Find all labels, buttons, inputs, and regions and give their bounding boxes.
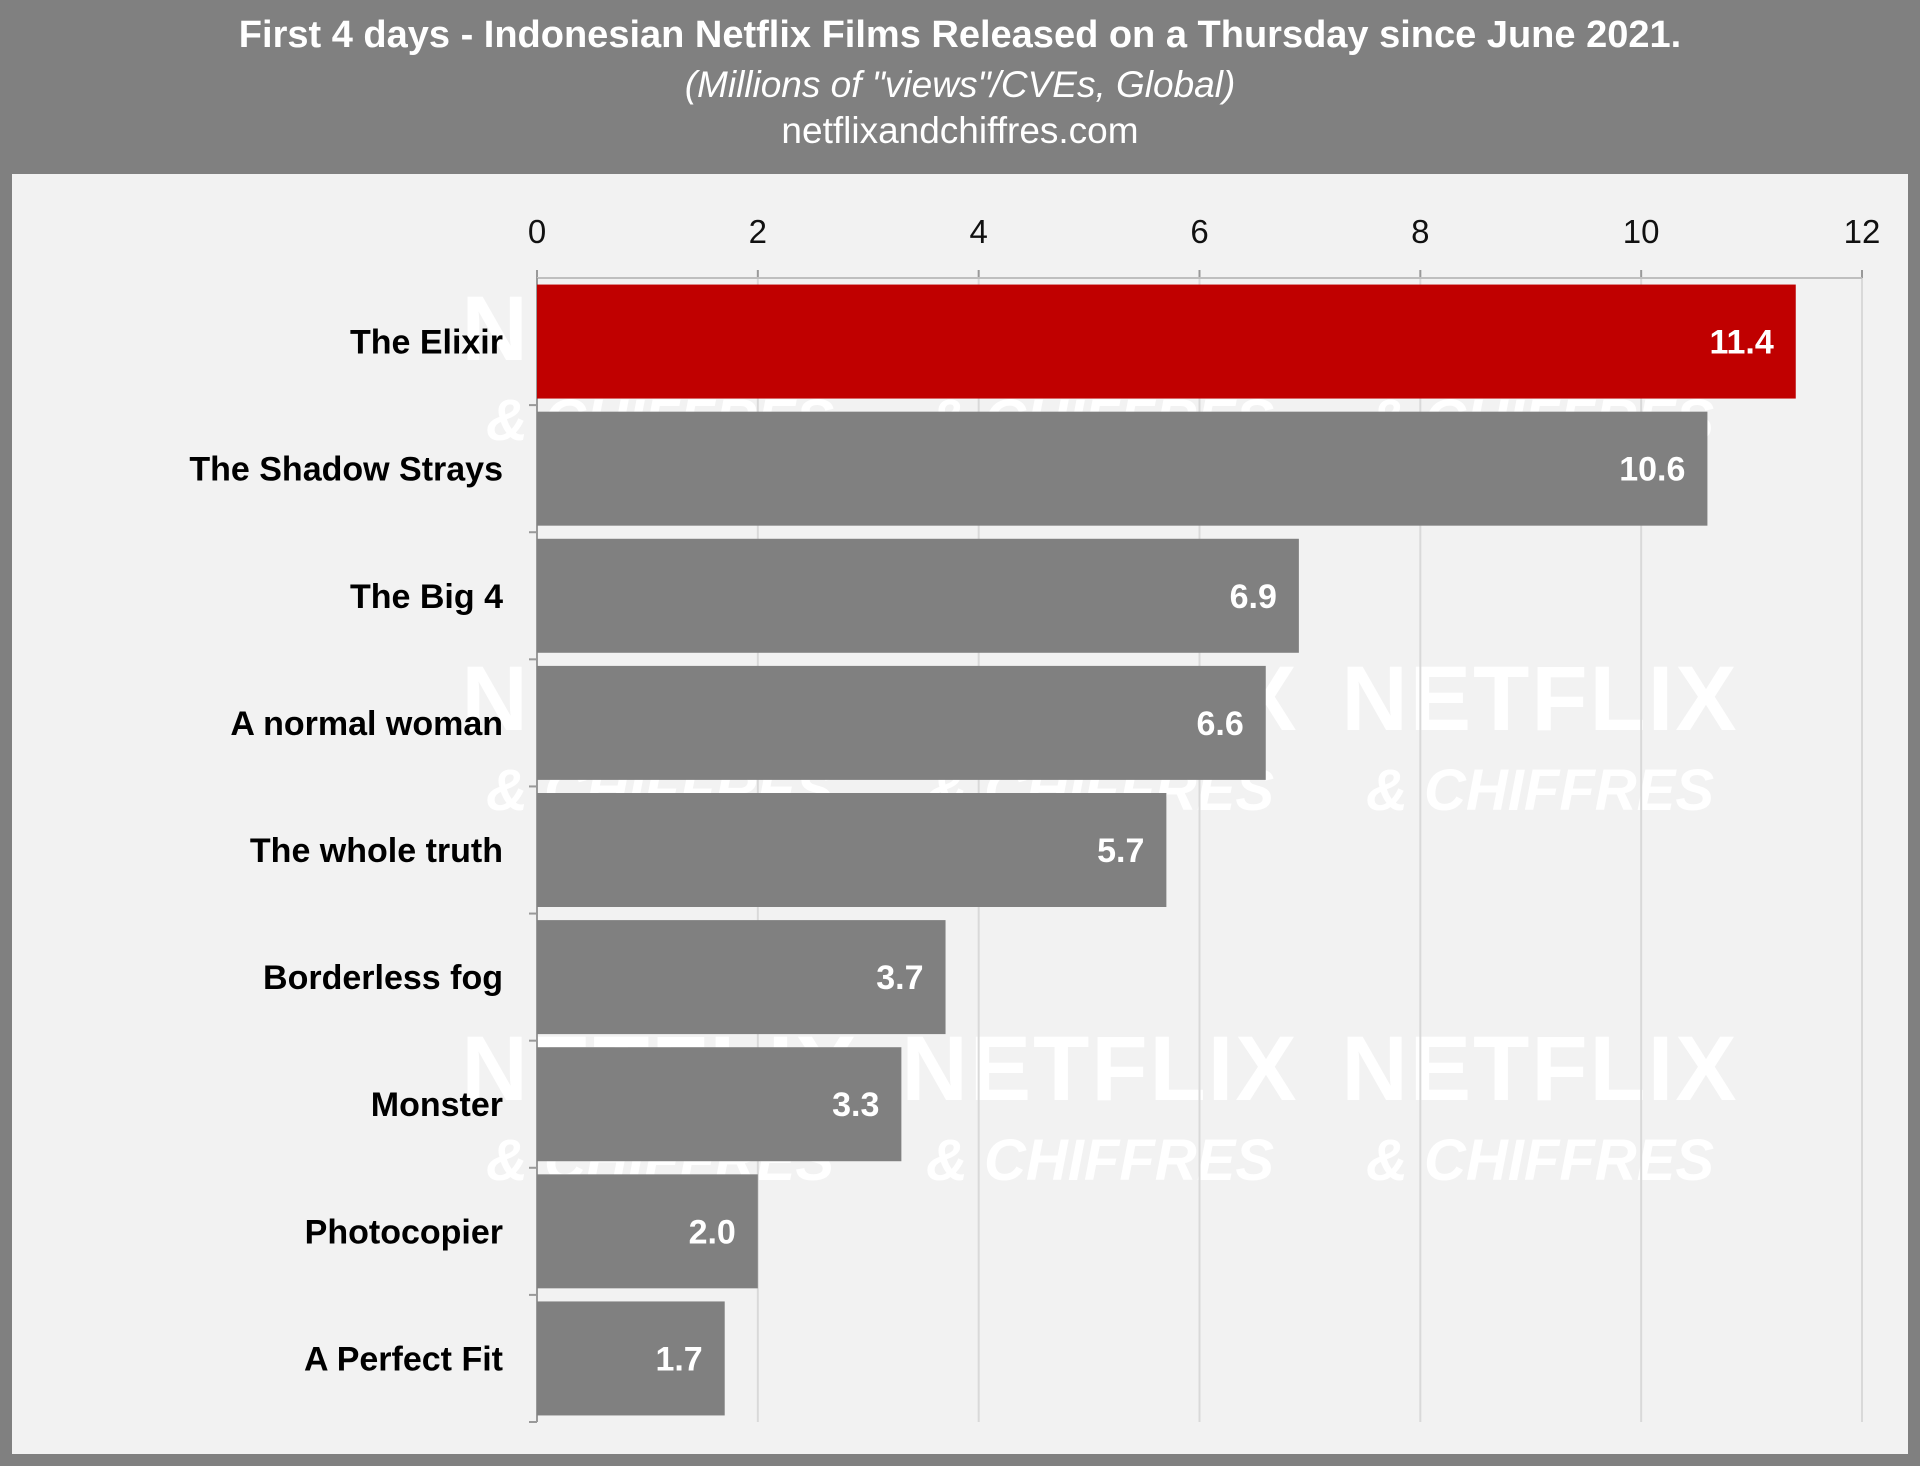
bar-borderless-fog (537, 920, 946, 1035)
category-label: The Shadow Strays (189, 451, 503, 489)
watermark-chiffres: & CHIFFRES (1366, 758, 1714, 823)
watermark-netflix: NETFLIX (1341, 648, 1738, 750)
bar-value-label: 6.9 (1230, 578, 1277, 616)
category-label: A Perfect Fit (304, 1340, 503, 1378)
bar-value-label: 2.0 (689, 1213, 736, 1251)
x-tick-label: 4 (969, 213, 987, 250)
bar-value-label: 11.4 (1709, 324, 1773, 362)
watermark-chiffres: & CHIFFRES (1366, 1128, 1714, 1193)
x-tick-label: 6 (1190, 213, 1208, 250)
bar-value-label: 10.6 (1619, 451, 1685, 489)
bar-photocopier (537, 1174, 758, 1289)
category-label: The Big 4 (350, 578, 503, 616)
bar-a-normal-woman (537, 665, 1266, 780)
x-tick-label: 8 (1411, 213, 1429, 250)
bar-value-label: 6.6 (1196, 705, 1243, 743)
category-label: A normal woman (230, 705, 503, 743)
bar-a-perfect-fit (537, 1301, 725, 1416)
bar-value-label: 3.7 (876, 959, 923, 997)
chart-header: First 4 days - Indonesian Netflix Films … (0, 0, 1920, 172)
bar-value-label: 1.7 (655, 1340, 702, 1378)
category-label: Borderless fog (263, 959, 503, 997)
watermark-netflix: NETFLIX (901, 1018, 1298, 1120)
bar-the-shadow-strays (537, 411, 1708, 526)
x-tick-label: 12 (1844, 213, 1881, 250)
bar-monster (537, 1047, 902, 1162)
category-label: Photocopier (305, 1213, 503, 1251)
bar-the-whole-truth (537, 793, 1167, 907)
watermark-netflix: NETFLIX (1341, 1018, 1738, 1120)
bar-the-elixir (537, 284, 1796, 399)
chart-subtitle: (Millions of "views"/CVEs, Global) (684, 64, 1236, 105)
watermark-chiffres: & CHIFFRES (926, 1128, 1274, 1193)
bar-value-label: 5.7 (1097, 832, 1144, 870)
chart-title: First 4 days - Indonesian Netflix Films … (238, 14, 1682, 56)
bar-value-label: 3.3 (832, 1086, 879, 1124)
x-tick-label: 2 (749, 213, 767, 250)
x-tick-label: 0 (528, 213, 546, 250)
category-label: The whole truth (250, 832, 503, 870)
category-label: Monster (371, 1086, 503, 1124)
chart-source: netflixandchiffres.com (781, 110, 1139, 151)
bar-the-big-4 (537, 538, 1299, 653)
category-label: The Elixir (350, 324, 503, 362)
x-tick-label: 10 (1623, 213, 1660, 250)
